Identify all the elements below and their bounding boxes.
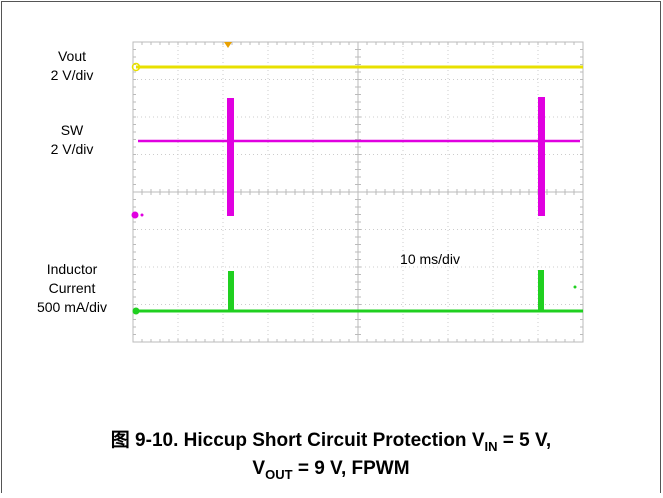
caption-line: 图 9-10. Hiccup Short Circuit Protection …	[111, 429, 551, 454]
channel-label: Vout	[58, 48, 86, 64]
current-pulse	[538, 270, 544, 311]
current-pulse	[228, 271, 234, 311]
channel-scale: 2 V/div	[51, 141, 94, 157]
channel-scale: 2 V/div	[51, 67, 94, 83]
caption-sub: IN	[485, 439, 498, 454]
channel-label: Current	[49, 280, 96, 296]
caption-line: VOUT = 9 V, FPWM	[252, 458, 409, 482]
caption-text: = 5 V,	[498, 430, 552, 451]
timebase-label: 10 ms/div	[400, 251, 460, 267]
caption-sub: OUT	[265, 467, 293, 482]
sw-marker-dot	[140, 213, 144, 217]
channel-label: Inductor	[47, 261, 98, 277]
caption-text: = 9 V, FPWM	[293, 458, 410, 479]
sw-pulse	[227, 98, 234, 216]
vout-marker	[131, 62, 141, 72]
scope-frame	[132, 41, 584, 343]
current-dot	[573, 285, 577, 289]
caption-text: 图 9-10. Hiccup Short Circuit Protection …	[111, 429, 485, 451]
channel-label: SW	[61, 122, 84, 138]
trigger-marker	[224, 42, 232, 48]
caption-text: V	[252, 458, 265, 479]
sw-pulse	[538, 97, 545, 216]
channel-scale: 500 mA/div	[37, 299, 107, 315]
current-marker	[132, 307, 140, 315]
sw-marker	[131, 211, 139, 219]
